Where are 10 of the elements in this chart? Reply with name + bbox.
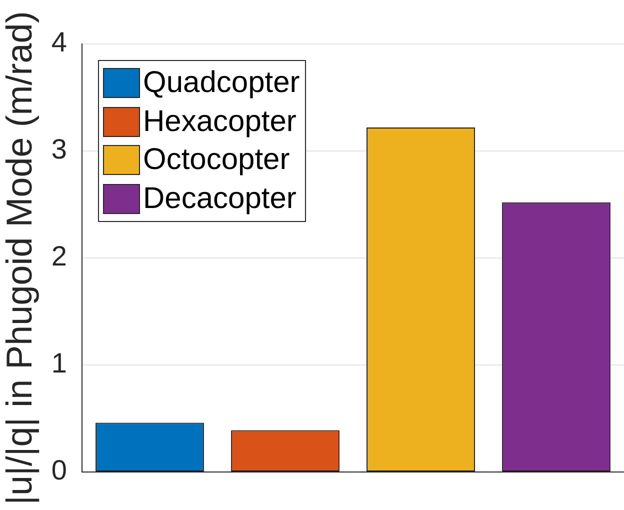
legend-label: Quadcopter	[143, 66, 300, 100]
y-axis-title: |u|/|q| in Phugoid Mode (m/rad)	[0, 11, 40, 505]
y-tick-label: 0	[51, 454, 67, 486]
y-tick-label: 2	[51, 240, 67, 272]
y-tick-label: 3	[51, 134, 67, 165]
legend-label: Octocopter	[143, 143, 290, 176]
legend-label: Hexacopter	[143, 104, 296, 138]
y-tick-label: 4	[51, 26, 67, 58]
y-tick-label: 1	[51, 348, 67, 379]
legend-label: Decacopter	[143, 182, 296, 215]
